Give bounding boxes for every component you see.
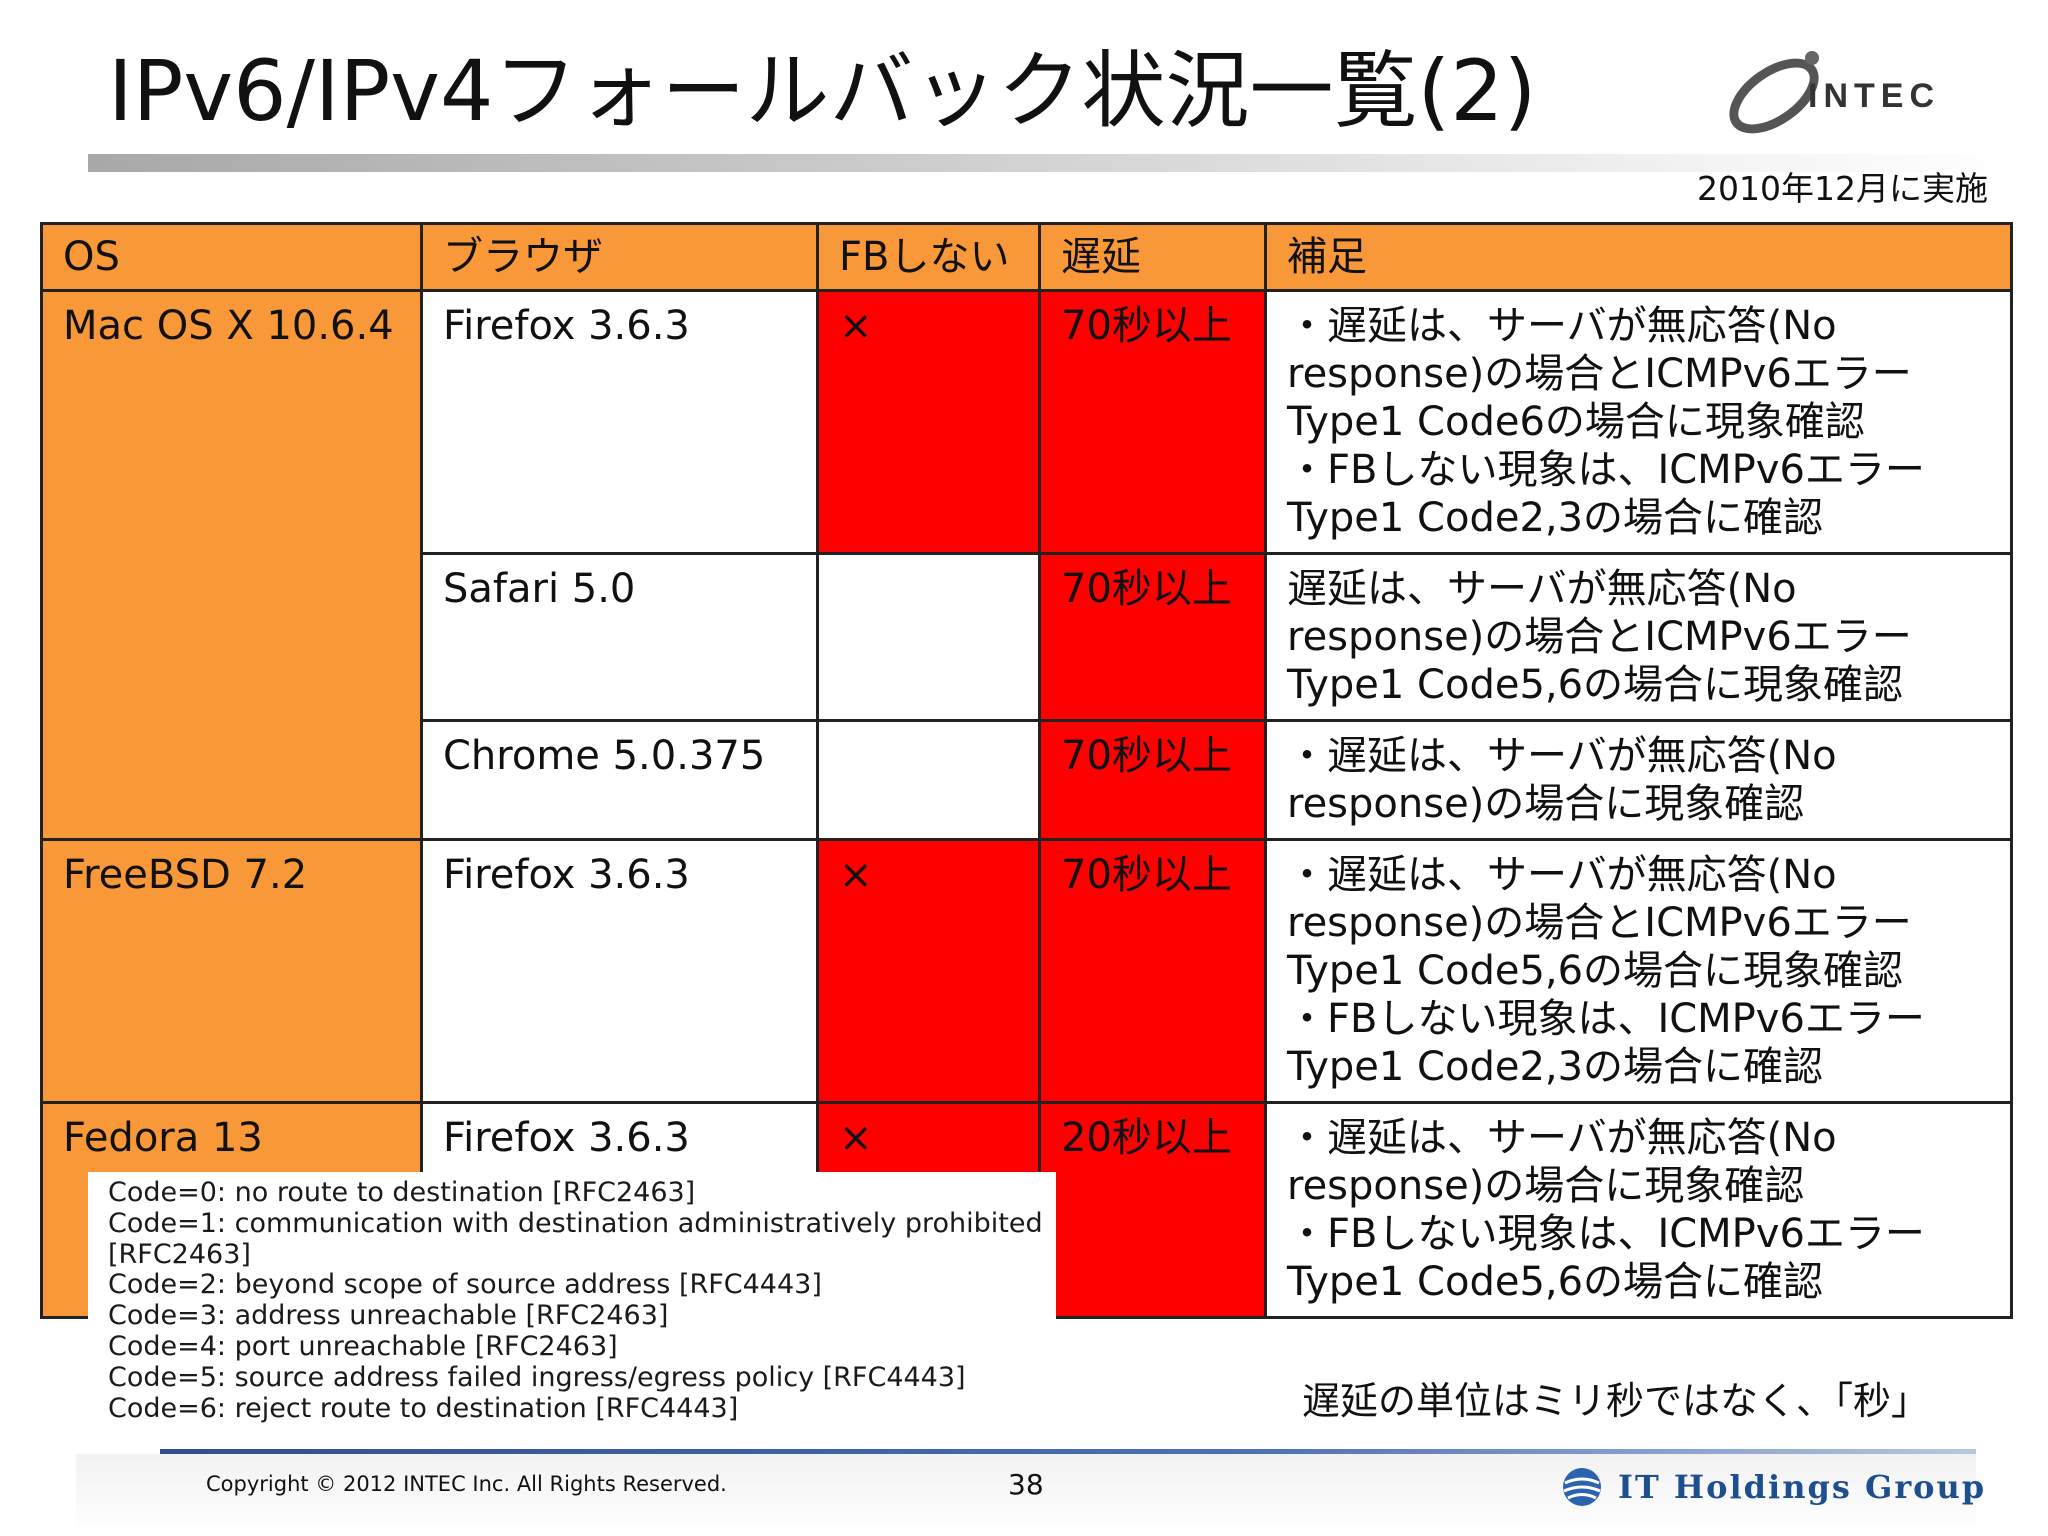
table-row: Mac OS X 10.6.4 Firefox 3.6.3 × 70秒以上 ・遅… xyxy=(40,289,2013,841)
note-line: ・遅延は、サーバが無応答(No xyxy=(1287,303,1837,349)
table-header-row: OS ブラウザ FBしない 遅延 補足 xyxy=(40,222,2013,292)
code-line: [RFC2463] xyxy=(108,1238,251,1270)
page-title: IPv6/IPv4フォールバック状況一覧(2) xyxy=(108,42,1537,140)
svg-text:INTEC: INTEC xyxy=(1808,77,1940,115)
it-holdings-logo: IT Holdings Group xyxy=(1560,1462,1986,1512)
notes-cell: ・遅延は、サーバが無応答(No response)の場合とICMPv6エラー T… xyxy=(1264,289,2013,555)
browser-cell: Safari 5.0 xyxy=(420,552,819,722)
browser-cell: Firefox 3.6.3 xyxy=(420,289,819,555)
no-fallback-cell xyxy=(816,719,1041,841)
os-cell: FreeBSD 7.2 xyxy=(40,838,423,1104)
header-delay: 遅延 xyxy=(1038,222,1267,292)
table-row: Safari 5.0 70秒以上 遅延は、サーバが無応答(No response… xyxy=(42,552,2013,722)
footer-background xyxy=(76,1454,1976,1536)
notes-cell: 遅延は、サーバが無応答(No response)の場合とICMPv6エラー Ty… xyxy=(1264,552,2013,722)
notes-cell: ・遅延は、サーバが無応答(No response)の場合に現象確認 ・FBしない… xyxy=(1264,1101,2013,1319)
title-underline-bar xyxy=(88,154,2020,172)
globe-icon xyxy=(1563,1468,1601,1506)
intec-logo: INTEC xyxy=(1729,51,1940,134)
no-fallback-cell: × xyxy=(816,838,1041,1104)
note-line: ・遅延は、サーバが無応答(No xyxy=(1287,852,1837,898)
note-line: ・遅延は、サーバが無応答(No xyxy=(1287,1115,1837,1161)
note-line: response)の場合に現象確認 xyxy=(1287,1163,1805,1209)
note-line: Type1 Code2,3の場合に確認 xyxy=(1287,1044,1824,1090)
delay-cell: 70秒以上 xyxy=(1038,289,1267,555)
note-line: response)の場合とICMPv6エラー xyxy=(1287,900,1912,946)
delay-cell: 70秒以上 xyxy=(1038,552,1267,722)
os-cell: Mac OS X 10.6.4 xyxy=(40,289,423,841)
page-number: 38 xyxy=(1008,1468,1044,1501)
delay-unit-note: 遅延の単位はミリ秒ではなく、「秒」 xyxy=(1302,1379,1930,1423)
copyright-text: Copyright © 2012 INTEC Inc. All Rights R… xyxy=(206,1472,727,1496)
no-fallback-cell xyxy=(816,552,1041,722)
note-line: 遅延は、サーバが無応答(No xyxy=(1287,566,1797,612)
table-row: FreeBSD 7.2 Firefox 3.6.3 × 70秒以上 ・遅延は、サ… xyxy=(40,838,2013,1104)
table-row: Chrome 5.0.375 70秒以上 ・遅延は、サーバが無応答(No res… xyxy=(42,719,2013,841)
delay-cell: 70秒以上 xyxy=(1038,838,1267,1104)
delay-cell: 20秒以上 xyxy=(1038,1101,1267,1319)
note-line: response)の場合とICMPv6エラー xyxy=(1287,614,1912,660)
note-line: response)の場合とICMPv6エラー xyxy=(1287,351,1912,397)
header-os: OS xyxy=(40,222,423,292)
header-notes: 補足 xyxy=(1264,222,2013,292)
code-line: Code=6: reject route to destination [RFC… xyxy=(108,1392,739,1424)
date-note: 2010年12月に実施 xyxy=(1697,169,1988,208)
note-line: Type1 Code5,6の場合に現象確認 xyxy=(1287,948,1904,994)
footer-divider xyxy=(160,1449,1976,1454)
browser-cell: Firefox 3.6.3 xyxy=(420,838,819,1104)
note-line: Type1 Code5,6の場合に確認 xyxy=(1287,1259,1824,1305)
code-line: Code=2: beyond scope of source address [… xyxy=(108,1269,822,1301)
delay-cell: 70秒以上 xyxy=(1038,719,1267,841)
code-line: Code=0: no route to destination [RFC2463… xyxy=(108,1177,696,1208)
group-name: IT Holdings Group xyxy=(1618,1468,1987,1506)
note-line: ・FBしない現象は、ICMPv6エラー xyxy=(1287,1211,1925,1257)
note-line: Type1 Code2,3の場合に確認 xyxy=(1287,495,1824,541)
code-line: Code=3: address unreachable [RFC2463] xyxy=(108,1300,669,1332)
note-line: ・遅延は、サーバが無応答(No xyxy=(1287,733,1837,779)
note-line: response)の場合に現象確認 xyxy=(1287,781,1805,827)
header-browser: ブラウザ xyxy=(420,222,819,292)
code-line: Code=1: communication with destination a… xyxy=(108,1207,1043,1239)
note-line: Type1 Code6の場合に現象確認 xyxy=(1287,399,1865,445)
note-line: ・FBしない現象は、ICMPv6エラー xyxy=(1287,996,1925,1042)
note-line: Type1 Code5,6の場合に現象確認 xyxy=(1287,662,1904,708)
icmpv6-code-legend: Code=0: no route to destination [RFC2463… xyxy=(88,1172,1056,1434)
notes-cell: ・遅延は、サーバが無応答(No response)の場合とICMPv6エラー T… xyxy=(1264,838,2013,1104)
note-line: ・FBしない現象は、ICMPv6エラー xyxy=(1287,447,1925,493)
browser-cell: Chrome 5.0.375 xyxy=(420,719,819,841)
header-no-fallback: FBしない xyxy=(816,222,1041,292)
fallback-status-table: OS ブラウザ FBしない 遅延 補足 Mac OS X 10.6.4 Fire… xyxy=(40,222,2013,1319)
code-line: Code=4: port unreachable [RFC2463] xyxy=(108,1330,618,1362)
no-fallback-cell: × xyxy=(816,289,1041,555)
code-line: Code=5: source address failed ingress/eg… xyxy=(108,1361,966,1393)
notes-cell: ・遅延は、サーバが無応答(No response)の場合に現象確認 xyxy=(1264,719,2013,841)
